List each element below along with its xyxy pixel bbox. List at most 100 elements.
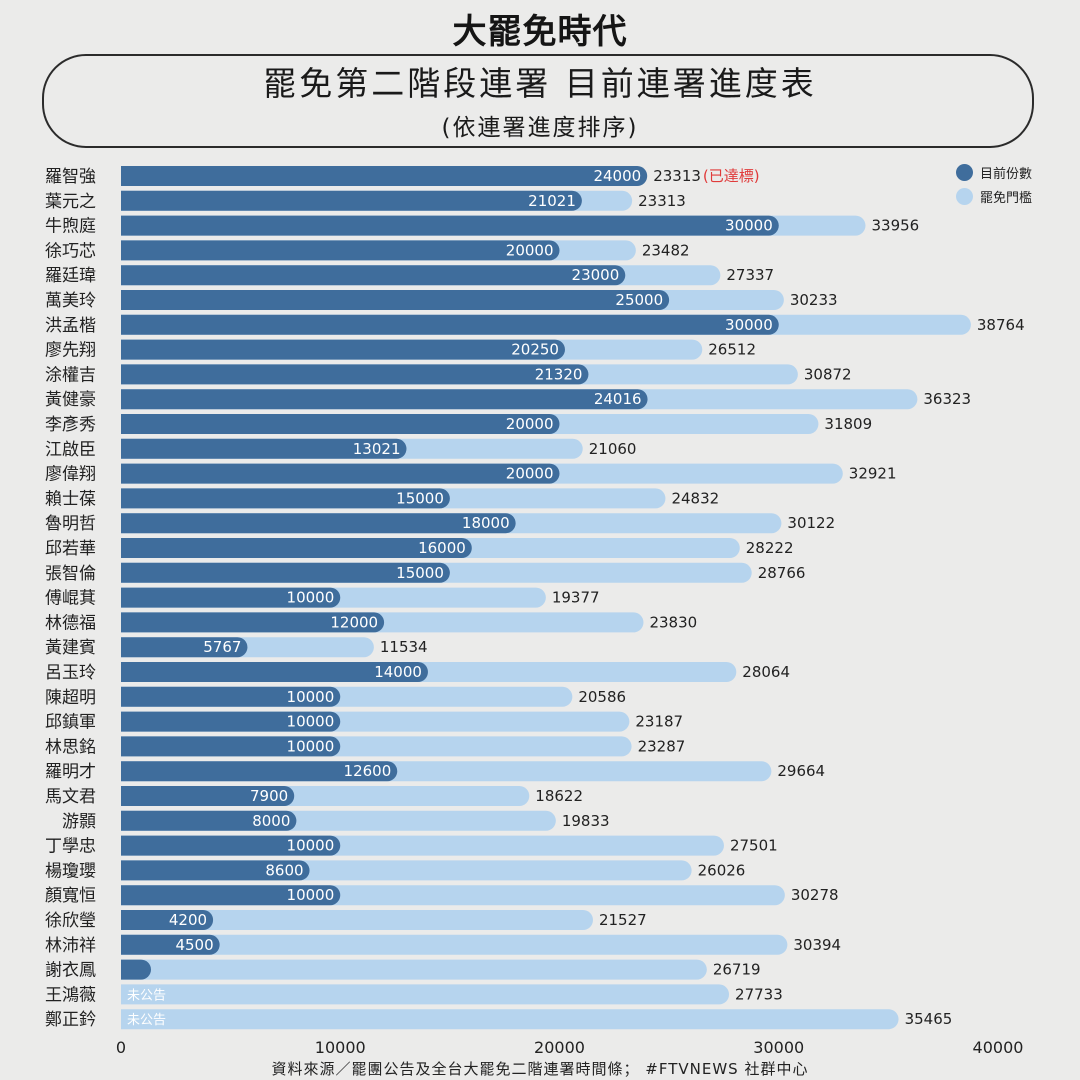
current-value-label: 未公告: [127, 1013, 166, 1028]
category-label: 江啟臣: [45, 440, 96, 460]
threshold-bar: [121, 959, 707, 980]
category-label: 李彥秀: [45, 415, 96, 435]
current-value-label: 21320: [535, 365, 583, 383]
current-value-label: 13021: [353, 440, 401, 458]
threshold-value-label: 19377: [552, 589, 600, 607]
threshold-value-label: 30278: [791, 886, 839, 904]
threshold-value-label: 23482: [642, 241, 690, 259]
threshold-value-label: 26026: [698, 861, 746, 879]
current-bar: [121, 339, 565, 360]
category-label: 王鴻薇: [45, 985, 96, 1005]
current-bar: [121, 860, 310, 881]
current-value-label: 30000: [725, 316, 773, 334]
current-bar: [121, 587, 341, 608]
category-label: 廖偉翔: [45, 465, 96, 485]
category-label: 黃建賓: [45, 638, 96, 658]
title-frame: [42, 54, 1034, 148]
current-bar: [121, 637, 248, 658]
threshold-value-label: 36323: [923, 390, 971, 408]
category-label: 張智倫: [45, 564, 96, 584]
threshold-value-label: 27501: [730, 837, 778, 855]
category-label: 牛煦庭: [45, 217, 96, 237]
threshold-value-label: 19833: [562, 812, 610, 830]
chart-title: 罷免第二階段連署 目前連署進度表: [263, 64, 817, 103]
current-bar: [121, 265, 626, 286]
x-tick-label: 40000: [973, 1038, 1024, 1057]
legend-label-current: 目前份數: [980, 166, 1033, 182]
threshold-value-label: 23313: [638, 192, 686, 210]
current-bar: [121, 364, 589, 385]
current-bar: [121, 910, 214, 930]
current-bar: [121, 885, 341, 906]
threshold-value-label: 35465: [905, 1010, 953, 1028]
x-tick-label: 10000: [315, 1038, 366, 1057]
threshold-value-label: 11534: [380, 638, 428, 656]
threshold-value-label: 28766: [758, 564, 806, 582]
threshold-value-label: 28222: [746, 539, 794, 557]
threshold-bar: [121, 910, 593, 930]
current-value-label: 8000: [252, 812, 290, 830]
threshold-value-label: 30122: [787, 514, 835, 532]
threshold-value-label: 21527: [599, 911, 647, 929]
current-value-label: 10000: [287, 886, 335, 904]
threshold-value-label: 23313: [653, 167, 701, 185]
category-label: 羅廷瑋: [45, 266, 96, 286]
threshold-bar: [121, 984, 730, 1005]
category-label: 楊瓊瓔: [45, 861, 96, 881]
current-bar: [121, 513, 516, 534]
current-value-label: 20000: [506, 465, 554, 483]
current-value-label: 20000: [506, 241, 554, 259]
current-value-label: 24000: [593, 167, 641, 185]
current-bar: [121, 488, 450, 509]
threshold-value-label: 23187: [635, 713, 683, 731]
category-label: 黃健豪: [45, 389, 96, 410]
category-label: 游顥: [62, 812, 96, 832]
category-label: 涂權吉: [45, 365, 96, 385]
category-label: 萬美玲: [45, 291, 96, 311]
category-label: 馬文君: [45, 787, 96, 807]
current-bar: [121, 711, 341, 732]
current-value-label: 18000: [462, 514, 510, 532]
current-bar: [121, 761, 398, 782]
current-bar: [121, 934, 220, 955]
current-bar: [121, 538, 472, 558]
threshold-value-label: 27337: [726, 266, 774, 284]
threshold-value-label: 26512: [708, 341, 756, 359]
threshold-value-label: 26719: [713, 961, 761, 979]
category-label: 林思銘: [45, 737, 96, 757]
category-label: 邱若華: [45, 539, 96, 559]
threshold-value-label: 38764: [977, 316, 1025, 334]
threshold-bar: [121, 934, 788, 955]
current-value-label: 12000: [330, 613, 378, 631]
current-value-label: 20250: [511, 341, 559, 359]
current-bar: [121, 215, 779, 236]
x-tick-label: 20000: [534, 1038, 585, 1057]
threshold-bar: [121, 1009, 899, 1030]
category-label: 洪孟楷: [45, 316, 96, 336]
threshold-value-label: 21060: [589, 440, 637, 458]
category-label: 傅崐萁: [45, 589, 96, 609]
current-bar: [121, 612, 385, 633]
current-value-label: 未公告: [127, 988, 166, 1003]
category-label: 廖先翔: [45, 341, 96, 361]
current-bar: [121, 240, 560, 261]
category-label: 魯明哲: [45, 514, 96, 534]
category-label: 顏寬恒: [45, 886, 96, 906]
current-value-label: 8600: [265, 861, 303, 879]
threshold-value-label: 18622: [535, 787, 583, 805]
current-bar: [121, 662, 428, 682]
legend-item-threshold: 罷免門檻: [956, 184, 1032, 208]
current-bar: [121, 786, 295, 806]
threshold-value-label: 33956: [871, 217, 919, 235]
current-bar: [121, 438, 407, 459]
threshold-value-label: 23287: [638, 737, 686, 755]
category-label: 邱鎮軍: [45, 713, 96, 733]
x-tick-label: 30000: [753, 1038, 804, 1057]
current-bar: [121, 414, 560, 434]
achieved-annotation: (已達標): [703, 167, 760, 185]
current-value-label: 10000: [287, 589, 335, 607]
current-value-label: 10000: [287, 837, 335, 855]
current-bar: [121, 290, 670, 310]
current-value-label: 15000: [396, 564, 444, 582]
current-bar: [121, 736, 341, 757]
